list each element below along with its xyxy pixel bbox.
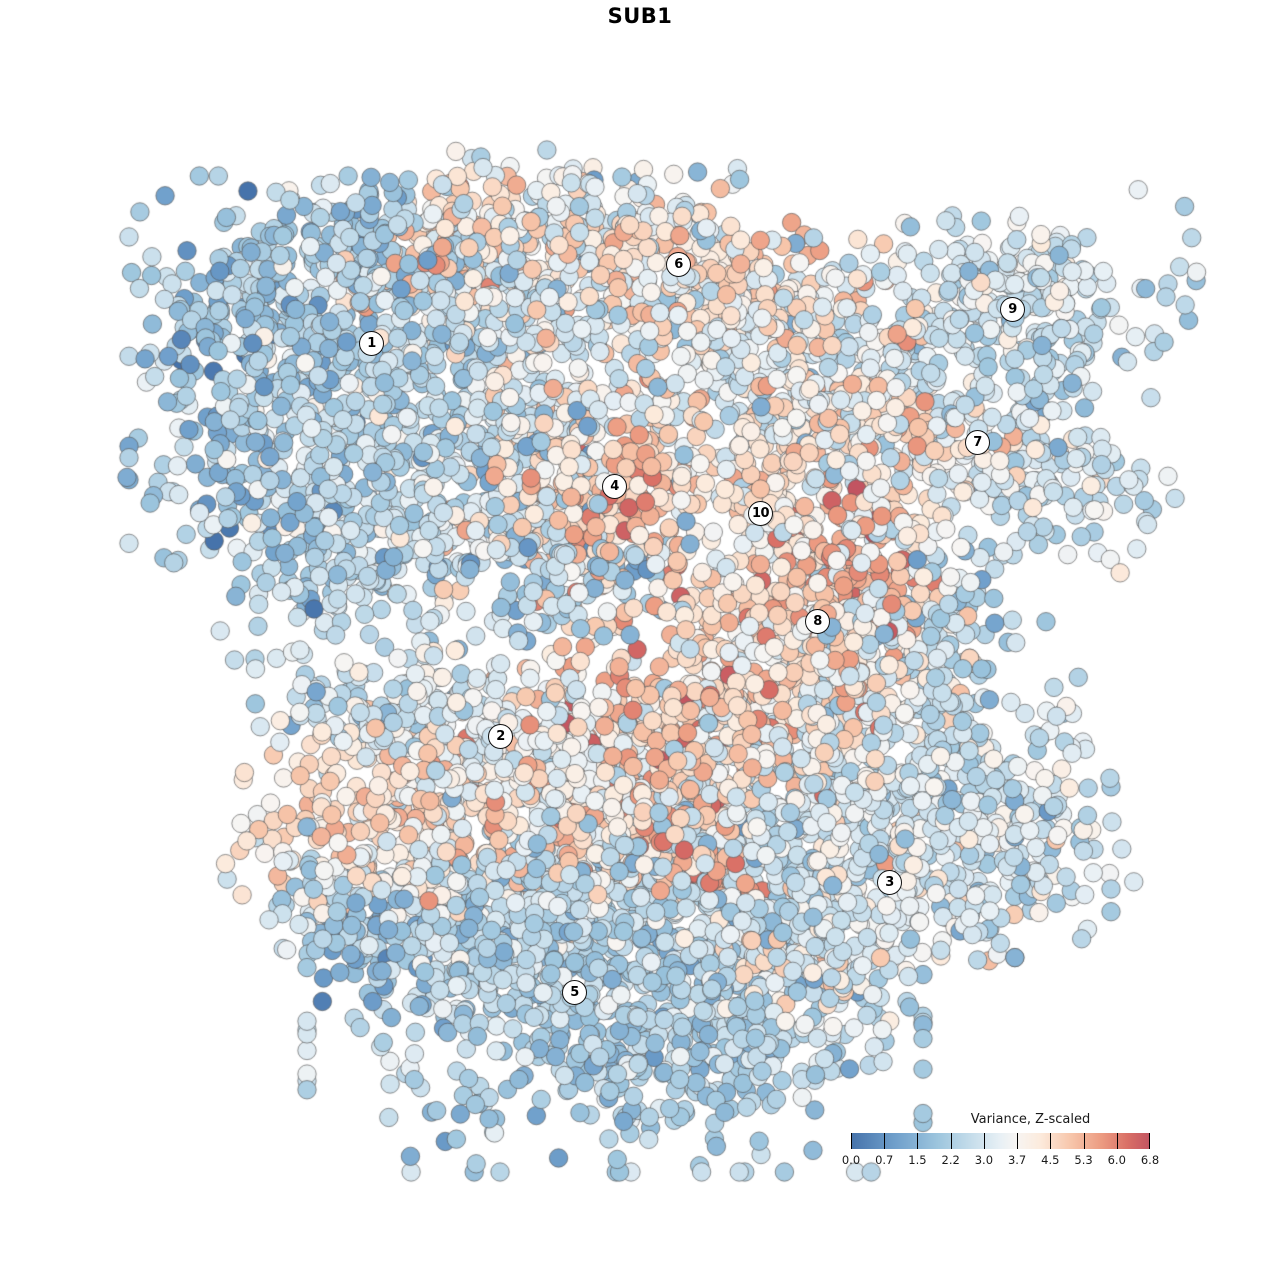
cluster-label-4: 4: [602, 474, 627, 499]
colorbar-tickmark: [917, 1133, 919, 1149]
colorbar-tickmark: [1017, 1133, 1019, 1149]
colorbar-tick-label: 0.0: [841, 1153, 861, 1167]
colorbar-tick-label: 0.7: [875, 1153, 894, 1167]
colorbar-tickmark: [884, 1133, 886, 1149]
colorbar-tick-label: 4.5: [1041, 1153, 1060, 1167]
cluster-label-9: 9: [1000, 297, 1025, 322]
cluster-label-8: 8: [805, 609, 830, 634]
colorbar-tick-label: 3.7: [1007, 1153, 1027, 1167]
colorbar-tick-label: 6.0: [1107, 1153, 1126, 1167]
colorbar-tickmark: [950, 1133, 952, 1149]
cluster-label-1: 1: [359, 331, 384, 356]
colorbar-tick-label: 6.8: [1140, 1153, 1160, 1167]
colorbar-tickmark: [1149, 1133, 1150, 1149]
cluster-label-5: 5: [562, 980, 587, 1005]
cluster-label-2: 2: [488, 724, 513, 749]
colorbar-tickmark: [983, 1133, 985, 1149]
colorbar-tick-label: 5.3: [1074, 1153, 1093, 1167]
cluster-label-6: 6: [666, 252, 691, 277]
cluster-label-10: 10: [748, 501, 773, 526]
colorbar-tickmark: [851, 1133, 852, 1149]
colorbar-tickmark: [1116, 1133, 1118, 1149]
colorbar-tickmark: [1083, 1133, 1085, 1149]
colorbar-gradient: [851, 1133, 1150, 1149]
cluster-label-7: 7: [965, 430, 990, 455]
colorbar-tick-label: 2.2: [941, 1153, 960, 1167]
colorbar-title: Variance, Z-scaled: [970, 1112, 1091, 1127]
colorbar-tickmark: [1050, 1133, 1052, 1149]
colorbar-tick-label: 1.5: [908, 1153, 927, 1167]
cluster-label-3: 3: [877, 870, 902, 895]
colorbar-tick-label: 3.0: [974, 1153, 994, 1167]
colorbar-tick-labels: 0.0 0.7 1.5 2.2 3.0 3.7 4.5 5.3 6.0 6.8: [842, 1153, 1159, 1167]
